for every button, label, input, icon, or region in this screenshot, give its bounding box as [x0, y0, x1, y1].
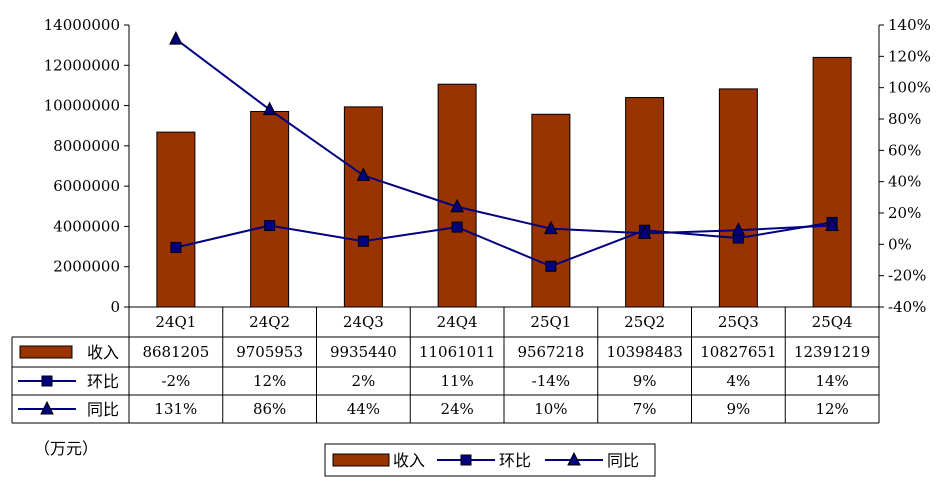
bar-24Q3	[343, 106, 383, 308]
table-cell-value: 10%	[534, 400, 567, 418]
category-label-25Q1: 25Q1	[530, 313, 571, 331]
unit-note: （万元）	[34, 439, 98, 458]
table-cell-value: 131%	[154, 400, 197, 418]
bar-24Q1	[156, 131, 196, 308]
bar-25Q2	[625, 97, 665, 308]
table-cell-value: 44%	[347, 400, 380, 418]
table-cell-value: 9567218	[517, 343, 584, 361]
bar-24Q4	[437, 83, 477, 308]
left-axis-label: 12000000	[44, 56, 120, 74]
right-axis-label: 100%	[888, 79, 931, 97]
table-cell-value: 12391219	[794, 343, 870, 361]
legend-key-marker-yoy	[567, 451, 581, 466]
table-cell-value: 12%	[253, 372, 286, 390]
table-cell-value: 4%	[726, 372, 750, 390]
table-cell-value: -2%	[161, 372, 190, 390]
right-axis-label: 80%	[888, 110, 921, 128]
yoy-point-24Q4	[450, 198, 464, 213]
table-cell-value: 24%	[440, 400, 473, 418]
left-axis-label: 6000000	[53, 177, 120, 195]
bar-25Q3	[718, 88, 758, 308]
legend-label-revenue: 收入	[393, 451, 425, 470]
right-axis-label: 140%	[888, 16, 931, 34]
table-series-name: 收入	[87, 343, 119, 362]
category-label-24Q2: 24Q2	[249, 313, 290, 331]
bar-25Q1	[531, 113, 571, 308]
table-cell-value: -14%	[532, 372, 570, 390]
left-axis-label: 4000000	[53, 217, 120, 235]
table-cell-value: 8681205	[142, 343, 209, 361]
yoy-point-25Q3	[731, 222, 746, 236]
category-label-25Q4: 25Q4	[812, 313, 853, 331]
yoy-point-24Q2	[262, 101, 277, 116]
table-cell-value: 86%	[253, 400, 286, 418]
table-cell-value: 10398483	[606, 343, 682, 361]
category-label-25Q2: 25Q2	[624, 313, 665, 331]
yoy-point-24Q1	[169, 30, 183, 45]
category-label-24Q1: 24Q1	[155, 313, 196, 331]
table-cell-value: 9%	[633, 372, 657, 390]
yoy-point-25Q2	[637, 225, 652, 239]
mom-point-24Q4	[451, 221, 463, 233]
left-axis-label: 0	[110, 298, 120, 316]
right-axis-label: -40%	[888, 298, 926, 316]
right-axis-label: 40%	[888, 173, 921, 191]
right-axis-label: 20%	[888, 204, 921, 222]
right-axis-label: 0%	[888, 235, 912, 253]
legend-key-marker-mom	[460, 454, 472, 466]
table-cell-value: 9935440	[330, 343, 397, 361]
table-key-marker-mom	[41, 375, 53, 387]
mom-point-24Q1	[170, 241, 182, 253]
table-key-marker-yoy	[40, 400, 54, 415]
yoy-point-25Q1	[544, 220, 558, 235]
mom-series-line	[175, 221, 833, 268]
legend-label-mom: 环比	[499, 451, 531, 470]
table-cell-value: 11%	[440, 372, 473, 390]
right-axis-label: 60%	[888, 141, 921, 159]
bar-25Q4	[812, 56, 852, 308]
table-cell-value: 12%	[815, 400, 848, 418]
mom-point-25Q1	[545, 260, 557, 272]
table-cell-value: 9705953	[236, 343, 303, 361]
table-cell-value: 11061011	[419, 343, 495, 361]
right-axis-label: 120%	[888, 47, 931, 65]
legend-key-revenue	[332, 453, 390, 467]
table-cell-value: 7%	[633, 400, 657, 418]
right-axis-label: -20%	[888, 267, 926, 285]
left-axis-label: 2000000	[53, 258, 120, 276]
category-label-24Q4: 24Q4	[437, 313, 478, 331]
table-cell-value: 9%	[726, 400, 750, 418]
table-cell-value: 14%	[815, 372, 848, 390]
table-series-name: 环比	[87, 372, 119, 391]
left-axis-label: 8000000	[53, 137, 120, 155]
table-key-revenue	[19, 345, 73, 359]
table-cell-value: 10827651	[700, 343, 776, 361]
left-axis-label: 10000000	[44, 97, 120, 115]
legend-label-yoy: 同比	[607, 451, 639, 470]
mom-point-24Q3	[357, 235, 369, 247]
yoy-point-24Q3	[356, 167, 371, 181]
mom-point-24Q2	[264, 220, 276, 232]
yoy-point-25Q4	[825, 217, 839, 232]
table-series-name: 同比	[87, 400, 119, 419]
category-label-25Q3: 25Q3	[718, 313, 759, 331]
left-axis-label: 14000000	[44, 16, 120, 34]
table-cell-value: 2%	[351, 372, 375, 390]
category-label-24Q3: 24Q3	[343, 313, 384, 331]
bar-24Q2	[250, 110, 290, 308]
yoy-series-line	[175, 38, 833, 235]
